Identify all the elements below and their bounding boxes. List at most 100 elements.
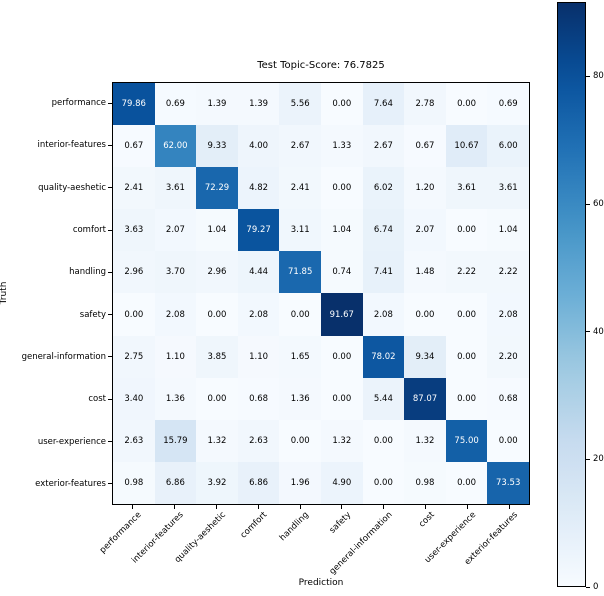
heatmap-cell: 7.41	[362, 251, 405, 294]
colorbar-tick-mark	[586, 586, 590, 588]
heatmap-cell: 1.04	[196, 209, 238, 252]
heatmap-cell: 1.10	[154, 335, 197, 378]
heatmap-cell: 2.41	[279, 167, 321, 210]
heatmap-cell: 75.00	[445, 419, 488, 462]
x-tick-mark	[257, 505, 259, 509]
heatmap-cell: 2.63	[113, 419, 155, 462]
heatmap-cell: 2.67	[279, 125, 321, 168]
colorbar-tick-label: 0	[593, 582, 599, 592]
heatmap-cell: 2.67	[362, 125, 405, 168]
heatmap-cell: 0.00	[445, 461, 488, 504]
y-tick-label: handling	[69, 267, 106, 278]
heatmap-cell: 87.07	[404, 377, 446, 420]
heatmap-cell: 3.61	[445, 167, 488, 210]
heatmap-cell: 0.00	[362, 419, 405, 462]
x-tick-mark	[341, 505, 343, 509]
heatmap-cell: 2.07	[154, 209, 197, 252]
y-tick-label: user-experience	[37, 436, 106, 447]
x-tick-mark	[383, 505, 385, 509]
heatmap-cell: 6.86	[237, 461, 280, 504]
heatmap-cell: 79.27	[237, 209, 280, 252]
heatmap-cell: 2.07	[404, 209, 446, 252]
heatmap-cell: 0.69	[154, 83, 197, 126]
x-tick-label: safety	[327, 510, 353, 536]
x-tick-mark	[466, 505, 468, 509]
heatmap-cell: 0.68	[487, 377, 529, 420]
heatmap-cell: 10.67	[445, 125, 488, 168]
y-tick-mark	[108, 356, 112, 358]
heatmap-cell: 1.48	[404, 251, 446, 294]
heatmap-cell: 73.53	[487, 461, 529, 504]
y-tick-mark	[108, 102, 112, 104]
heatmap-cell: 9.33	[196, 125, 238, 168]
heatmap-cell: 2.22	[487, 251, 529, 294]
heatmap-cell: 4.82	[237, 167, 280, 210]
x-axis-label: Prediction	[298, 578, 344, 588]
heatmap-cell: 0.67	[404, 125, 446, 168]
x-tick-label: cost	[417, 510, 437, 530]
heatmap-cell: 3.11	[279, 209, 321, 252]
colorbar-tick-mark	[586, 75, 590, 77]
heatmap-cell: 1.36	[154, 377, 197, 420]
y-tick-mark	[108, 144, 112, 146]
heatmap-cell: 0.98	[404, 461, 446, 504]
heatmap-cell: 0.00	[320, 167, 363, 210]
heatmap-cell: 0.00	[320, 83, 363, 126]
heatmap-cell: 1.20	[404, 167, 446, 210]
colorbar-tick-mark	[586, 458, 590, 460]
heatmap-cell: 1.04	[487, 209, 529, 252]
y-tick-mark	[108, 441, 112, 443]
heatmap-cell: 6.74	[362, 209, 405, 252]
heatmap-cell: 0.00	[279, 293, 321, 336]
heatmap-cell: 15.79	[154, 419, 197, 462]
confusion-matrix-heatmap: 79.86 0.69 1.39 1.39 5.56 0.00 7.64 2.78 0.00 0.6…	[112, 82, 530, 505]
heatmap-cell: 3.63	[113, 209, 155, 252]
heatmap-cell: 0.00	[196, 377, 238, 420]
heatmap-cell: 0.00	[113, 293, 155, 336]
heatmap-cell: 1.65	[279, 335, 321, 378]
heatmap-cell: 5.44	[362, 377, 405, 420]
heatmap-cell: 4.44	[237, 251, 280, 294]
heatmap-cell: 0.00	[320, 335, 363, 378]
colorbar-tick-label: 80	[593, 71, 604, 82]
y-tick-mark	[108, 229, 112, 231]
heatmap-cell: 4.00	[237, 125, 280, 168]
heatmap-cell: 0.00	[445, 293, 488, 336]
heatmap-cell: 7.64	[362, 83, 405, 126]
heatmap-cell: 0.68	[237, 377, 280, 420]
heatmap-cell: 2.78	[404, 83, 446, 126]
heatmap-cell: 1.10	[237, 335, 280, 378]
colorbar-tick-label: 40	[593, 326, 604, 337]
heatmap-cell: 2.41	[113, 167, 155, 210]
heatmap-cell: 0.00	[445, 335, 488, 378]
heatmap-cell: 4.90	[320, 461, 363, 504]
y-tick-label: general-information	[21, 351, 106, 362]
y-tick-mark	[108, 398, 112, 400]
heatmap-cell: 0.00	[487, 419, 529, 462]
y-tick-label: comfort	[72, 225, 106, 236]
heatmap-cell: 3.85	[196, 335, 238, 378]
y-tick-label: safety	[79, 309, 106, 320]
heatmap-cell: 0.67	[113, 125, 155, 168]
chart-title: Test Topic-Score: 76.7825	[257, 60, 385, 71]
heatmap-cell: 1.96	[279, 461, 321, 504]
heatmap-cell: 0.00	[445, 83, 488, 126]
heatmap-cell: 0.98	[113, 461, 155, 504]
heatmap-cell: 3.92	[196, 461, 238, 504]
heatmap-cell: 79.86	[113, 83, 155, 126]
x-tick-label: comfort	[238, 510, 270, 541]
heatmap-cell: 6.00	[487, 125, 529, 168]
heatmap-cell: 0.00	[445, 209, 488, 252]
heatmap-cell: 2.08	[362, 293, 405, 336]
heatmap-cell: 0.00	[445, 377, 488, 420]
heatmap-cell: 5.56	[279, 83, 321, 126]
heatmap-cell: 2.22	[445, 251, 488, 294]
heatmap-cell: 6.02	[362, 167, 405, 210]
heatmap-cell: 2.08	[154, 293, 197, 336]
x-tick-mark	[216, 505, 217, 509]
y-axis-label: Truth	[0, 281, 9, 305]
y-tick-label: performance	[51, 98, 106, 109]
heatmap-cell: 78.02	[362, 335, 405, 378]
y-tick-mark	[108, 483, 112, 485]
heatmap-cell: 0.00	[196, 293, 238, 336]
